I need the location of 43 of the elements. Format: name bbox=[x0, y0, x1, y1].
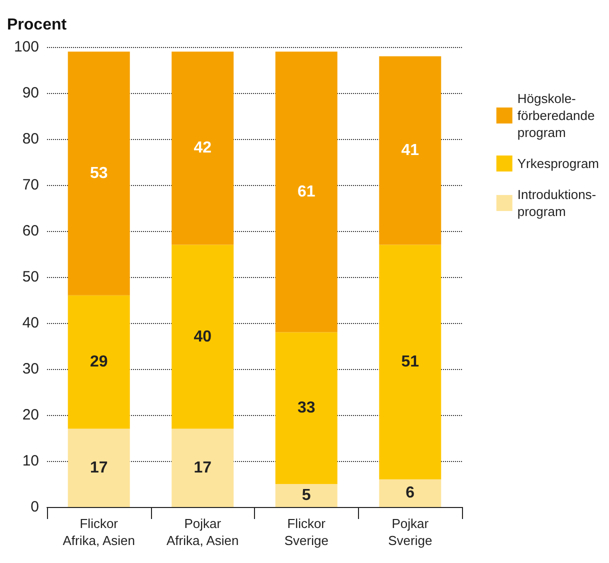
bar bbox=[172, 428, 234, 507]
x-tick-label: Flickor Sverige bbox=[284, 516, 328, 548]
bar bbox=[379, 56, 442, 245]
bar bbox=[172, 244, 234, 429]
x-tick-label: Pojkar Sverige bbox=[388, 516, 432, 548]
data-label: 41 bbox=[401, 142, 420, 159]
bar bbox=[68, 428, 130, 507]
data-label: 53 bbox=[90, 165, 108, 182]
y-tick-label: 100 bbox=[14, 38, 39, 56]
y-tick-label: 30 bbox=[22, 360, 39, 378]
data-label: 29 bbox=[90, 354, 108, 371]
y-tick-label: 40 bbox=[22, 314, 39, 332]
y-tick-label: 70 bbox=[22, 176, 39, 194]
bar bbox=[68, 52, 130, 296]
legend-label: Introduktions- program bbox=[517, 187, 596, 219]
data-label: 40 bbox=[194, 328, 212, 346]
y-tick-label: 20 bbox=[22, 406, 39, 424]
data-label: 51 bbox=[401, 354, 420, 371]
y-tick-label: 0 bbox=[30, 498, 39, 516]
data-label: 17 bbox=[194, 459, 212, 476]
data-label: 17 bbox=[90, 459, 108, 476]
bar bbox=[275, 52, 338, 332]
data-label: 61 bbox=[297, 183, 316, 200]
bar bbox=[379, 479, 442, 507]
x-tick-label: Flickor Afrika, Asien bbox=[62, 516, 136, 548]
y-tick-label: 60 bbox=[22, 222, 39, 240]
bar bbox=[68, 295, 130, 429]
legend-label: Yrkesprogram bbox=[517, 156, 600, 171]
bar bbox=[275, 332, 338, 484]
y-tick-label: 80 bbox=[22, 130, 39, 148]
y-tick-label: 10 bbox=[22, 452, 39, 470]
bar bbox=[172, 52, 234, 245]
data-label: 42 bbox=[194, 140, 212, 157]
data-label: 33 bbox=[297, 400, 316, 417]
bar bbox=[379, 244, 442, 480]
data-label: 6 bbox=[406, 484, 415, 502]
y-tick-label: 50 bbox=[22, 268, 39, 286]
y-tick-label: 90 bbox=[22, 84, 39, 102]
y-axis-title: Procent bbox=[7, 16, 68, 34]
bar bbox=[275, 484, 338, 507]
x-tick-label: Pojkar Afrika, Asien bbox=[166, 516, 239, 548]
legend-label: Högskole- förberedande program bbox=[517, 91, 595, 140]
data-label: 5 bbox=[302, 487, 311, 504]
